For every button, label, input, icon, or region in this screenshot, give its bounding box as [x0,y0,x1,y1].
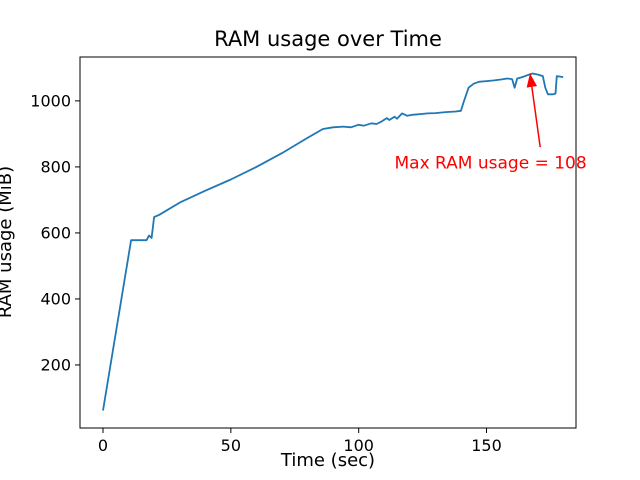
x-axis-ticks: 0 50 100 150 [98,428,502,455]
x-axis-label: Time (sec) [280,450,375,471]
annotation-arrow [526,73,541,148]
y-tick-label: 200 [40,355,71,374]
y-tick-label: 800 [40,157,71,176]
y-axis-label: RAM usage (MiB) [0,166,16,318]
y-tick-label: 600 [40,223,71,242]
x-tick-label: 100 [343,436,374,455]
ram-usage-line [102,72,564,411]
y-tick-label: 400 [40,289,71,308]
annotation-text: Max RAM usage = 108 [395,154,587,174]
chart-title: RAM usage over Time [214,27,442,51]
x-tick-label: 50 [221,436,241,455]
plot-border [79,56,577,429]
y-tick-label: 1000 [30,91,71,110]
y-axis-ticks: 200 400 600 800 1000 [30,91,80,374]
x-tick-label: 150 [471,436,502,455]
x-tick-label: 0 [98,436,108,455]
